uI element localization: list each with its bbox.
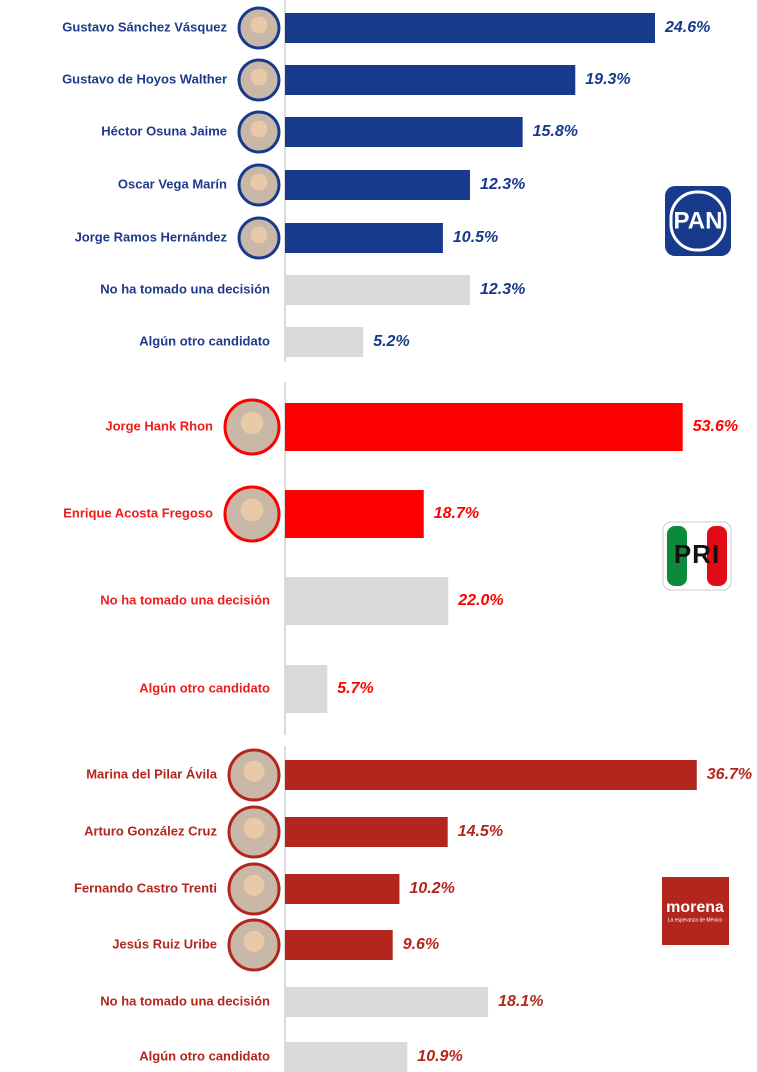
photo-face <box>243 817 265 839</box>
photo-face <box>243 930 265 952</box>
pri-logo-green <box>667 526 687 586</box>
bar <box>285 65 576 95</box>
value-label: 22.0% <box>457 592 503 609</box>
photo-face <box>250 68 268 86</box>
category-label: Enrique Acosta Fregoso <box>63 505 213 520</box>
category-label: Jorge Hank Rhon <box>105 418 213 433</box>
morena-logo <box>662 877 729 945</box>
bar <box>285 403 683 451</box>
bar <box>285 987 489 1017</box>
category-label: Algún otro candidato <box>139 1048 270 1063</box>
value-label: 5.7% <box>337 680 373 697</box>
bar <box>285 930 393 960</box>
bar <box>285 170 470 200</box>
photo-face <box>250 226 268 244</box>
category-label: Héctor Osuna Jaime <box>101 123 227 138</box>
value-label: 36.7% <box>707 766 752 783</box>
pri-logo-red <box>707 526 727 586</box>
category-label: No ha tomado una decisión <box>100 592 270 607</box>
photo-face <box>250 173 268 191</box>
category-label: No ha tomado una decisión <box>100 281 270 296</box>
category-label: Algún otro candidato <box>139 333 270 348</box>
bar <box>285 760 697 790</box>
bar <box>285 223 443 253</box>
category-label: Oscar Vega Marín <box>118 176 227 191</box>
bar <box>285 665 328 713</box>
value-label: 19.3% <box>585 71 630 88</box>
bar <box>285 1042 408 1072</box>
category-label: Gustavo de Hoyos Walther <box>62 71 227 86</box>
bar <box>285 577 449 625</box>
value-label: 10.2% <box>409 880 454 897</box>
morena-logo-subtitle: La esperanza de México <box>668 917 723 923</box>
value-label: 10.9% <box>417 1048 462 1065</box>
photo-face <box>240 498 264 522</box>
value-label: 15.8% <box>533 123 578 140</box>
photo-face <box>240 411 264 435</box>
bar <box>285 874 400 904</box>
bar <box>285 327 364 357</box>
category-label: Fernando Castro Trenti <box>74 880 217 895</box>
bar <box>285 817 448 847</box>
category-label: Gustavo Sánchez Vásquez <box>62 19 227 34</box>
category-label: Jorge Ramos Hernández <box>75 229 228 244</box>
value-label: 14.5% <box>458 823 503 840</box>
pan-logo <box>665 186 731 256</box>
value-label: 9.6% <box>403 936 439 953</box>
value-label: 24.6% <box>664 19 710 36</box>
pan-logo-text: PAN <box>674 207 723 234</box>
bar <box>285 490 424 538</box>
value-label: 12.3% <box>480 176 525 193</box>
bar <box>285 117 523 147</box>
category-label: No ha tomado una decisión <box>100 993 270 1008</box>
pri-logo-text: PRI <box>674 539 720 569</box>
category-label: Arturo González Cruz <box>84 823 217 838</box>
category-label: Algún otro candidato <box>139 680 270 695</box>
photo-face <box>243 760 265 782</box>
value-label: 10.5% <box>453 229 498 246</box>
value-label: 53.6% <box>693 418 738 435</box>
category-label: Marina del Pilar Ávila <box>86 766 218 781</box>
value-label: 18.1% <box>498 993 543 1010</box>
morena-logo-text: morena <box>666 899 724 916</box>
bar <box>285 13 655 43</box>
category-label: Jesús Ruiz Uribe <box>112 936 217 951</box>
value-label: 5.2% <box>373 333 409 350</box>
photo-face <box>250 120 268 138</box>
photo-face <box>250 16 268 34</box>
photo-face <box>243 874 265 896</box>
value-label: 12.3% <box>480 281 525 298</box>
pan-logo-ring <box>669 190 727 252</box>
value-label: 18.7% <box>434 505 479 522</box>
bar <box>285 275 470 305</box>
